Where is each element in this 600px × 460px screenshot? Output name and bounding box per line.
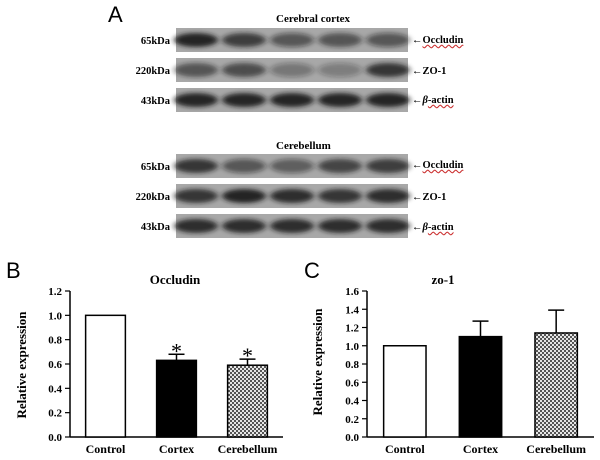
bar-control: [382, 345, 427, 438]
y-tick-label: 0.6: [345, 377, 359, 389]
bar-chart-occludin: Occludin Relative expression 0.0 0.2 0.4 0.…: [14, 272, 283, 456]
y-axis-label: Relative expression: [14, 311, 29, 419]
blot-band: [318, 219, 362, 233]
blot-band: [174, 159, 218, 173]
bar-chart-zo1: zo-1 Relative expression 0.0 0.2 0.4 0.6 0.8…: [310, 272, 594, 456]
blot-band: [222, 189, 266, 203]
y-tick-label: 0.4: [48, 383, 62, 395]
mw-label: 220kDa: [135, 66, 170, 77]
blot-band: [270, 219, 314, 233]
blot-band: [174, 93, 218, 107]
blot-band: [222, 159, 266, 173]
bar-cortex: [458, 335, 503, 438]
y-tick-label: 1.0: [345, 341, 359, 353]
blot-band: [366, 63, 410, 77]
y-tick-label: 1.4: [345, 304, 359, 316]
bar-cerebellum: [534, 332, 579, 438]
section-title-cerebral-cortex: Cerebral cortex: [276, 13, 351, 25]
mw-label: 65kDa: [140, 162, 170, 173]
x-tick-label: Cerebellum: [218, 442, 278, 456]
blot-band: [222, 63, 266, 77]
panel-letter-b: B: [6, 258, 21, 283]
blot-band: [318, 93, 362, 107]
blot-band: [174, 63, 218, 77]
protein-label-occludin: ←Occludin: [412, 160, 464, 171]
blot-band: [222, 93, 266, 107]
chart-title: zo-1: [431, 272, 454, 287]
blot-band: [222, 219, 266, 233]
blot-band: [366, 33, 410, 47]
x-tick-label: Control: [86, 442, 126, 456]
bar-cerebellum: [226, 364, 269, 438]
chart-title: Occludin: [150, 272, 201, 287]
y-tick-label: 0.2: [48, 408, 62, 420]
y-tick-label: 0.2: [345, 414, 359, 426]
y-tick-label: 0.0: [345, 432, 359, 444]
significance-marker: *: [171, 338, 182, 363]
x-tick-label: Cerebellum: [526, 442, 586, 456]
protein-label-actin: ←β-actin: [412, 95, 454, 106]
mw-label: 220kDa: [135, 192, 170, 203]
y-tick-label: 0.6: [48, 359, 62, 371]
y-tick-label: 0.0: [48, 432, 62, 444]
panel-letter-a: A: [108, 2, 123, 27]
bar-control: [84, 314, 127, 438]
panel-letter-c: C: [304, 258, 320, 283]
blot-band: [318, 189, 362, 203]
blot-band: [366, 219, 410, 233]
protein-label-actin: ←β-actin: [412, 222, 454, 233]
bar-cortex: [155, 359, 198, 438]
protein-label-zo1: ←ZO-1: [412, 66, 447, 77]
y-tick-label: 1.2: [345, 323, 359, 335]
mw-label: 43kDa: [140, 96, 170, 107]
y-axis-label: Relative expression: [310, 308, 325, 416]
blot-band: [270, 189, 314, 203]
y-tick-label: 0.8: [48, 335, 62, 347]
blot-band: [270, 93, 314, 107]
blot-band: [366, 159, 410, 173]
blot-band: [270, 63, 314, 77]
mw-label: 43kDa: [140, 222, 170, 233]
blot-band: [174, 33, 218, 47]
y-tick-label: 0.4: [345, 396, 359, 408]
blot-band: [366, 189, 410, 203]
y-tick-label: 0.8: [345, 359, 359, 371]
y-tick-label: 1.0: [48, 310, 62, 322]
blot-band: [222, 33, 266, 47]
blot-band: [366, 93, 410, 107]
blot-band: [318, 159, 362, 173]
y-tick-label: 1.2: [48, 286, 62, 298]
y-tick-label: 1.6: [345, 286, 359, 298]
significance-marker: *: [242, 343, 253, 368]
blot-band: [318, 63, 362, 77]
section-title-cerebellum: Cerebellum: [276, 140, 331, 152]
x-tick-label: Cortex: [159, 442, 194, 456]
blot-band: [174, 219, 218, 233]
blot-band: [174, 189, 218, 203]
blot-band: [270, 33, 314, 47]
blot-band: [318, 33, 362, 47]
mw-label: 65kDa: [140, 36, 170, 47]
western-blot-image: [174, 28, 410, 238]
protein-label-occludin: ←Occludin: [412, 35, 464, 46]
protein-label-zo1: ←ZO-1: [412, 192, 447, 203]
x-tick-label: Control: [385, 442, 425, 456]
blot-band: [270, 159, 314, 173]
x-tick-label: Cortex: [463, 442, 498, 456]
